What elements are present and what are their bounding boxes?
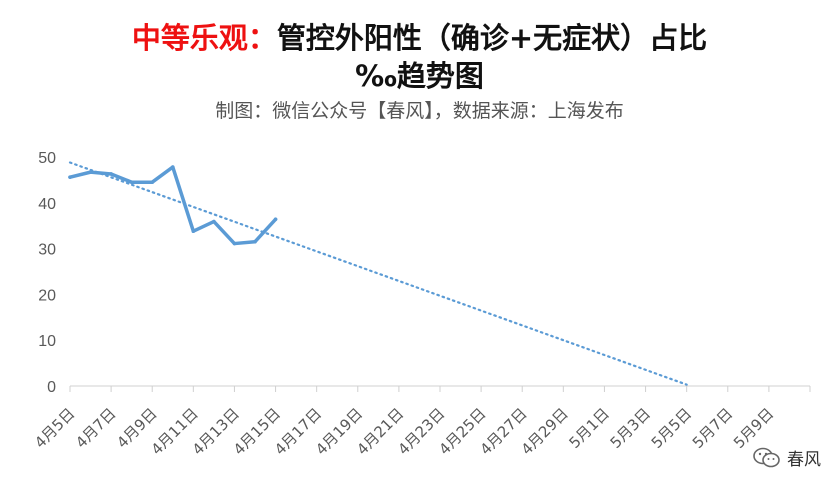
y-tick-label: 0 bbox=[47, 379, 56, 396]
data-point bbox=[109, 172, 113, 176]
data-point bbox=[170, 165, 175, 169]
x-tick-label: 4月7日 bbox=[72, 404, 119, 451]
data-point bbox=[129, 180, 134, 184]
title-rest: 管控外阳性（确诊+无症状）占比 bbox=[276, 21, 708, 55]
chart-title-line1: 中等乐观：管控外阳性（确诊+无症状）占比 bbox=[0, 20, 839, 56]
y-tick-label: 30 bbox=[38, 242, 56, 259]
data-point bbox=[212, 219, 216, 224]
x-tick-label: 5月7日 bbox=[689, 404, 736, 451]
data-point bbox=[232, 241, 237, 246]
y-tick-label: 50 bbox=[38, 150, 56, 167]
title-highlight: 中等乐观： bbox=[131, 21, 277, 55]
y-tick-label: 20 bbox=[38, 287, 56, 304]
data-point bbox=[273, 217, 278, 222]
chart-title-line2: ‰趋势图 bbox=[355, 59, 484, 93]
x-tick-label: 5月5日 bbox=[648, 404, 695, 451]
x-tick-label: 5月3日 bbox=[607, 404, 654, 451]
data-point bbox=[68, 175, 72, 179]
wechat-icon bbox=[753, 447, 780, 467]
data-point bbox=[253, 239, 257, 244]
chart-subtitle: 制图：微信公众号【春风】，数据来源：上海发布 bbox=[215, 100, 624, 122]
data-point bbox=[150, 180, 155, 184]
watermark-text: 春风 bbox=[787, 450, 821, 470]
data-point bbox=[191, 229, 196, 233]
x-tick-label: 4月5日 bbox=[31, 404, 78, 451]
watermark: 春风 bbox=[753, 445, 821, 470]
data-line bbox=[68, 165, 278, 246]
y-tick-label: 10 bbox=[38, 333, 56, 350]
y-tick-label: 40 bbox=[38, 196, 56, 213]
trend-line bbox=[68, 161, 688, 386]
x-tick-label: 5月1日 bbox=[565, 404, 612, 451]
